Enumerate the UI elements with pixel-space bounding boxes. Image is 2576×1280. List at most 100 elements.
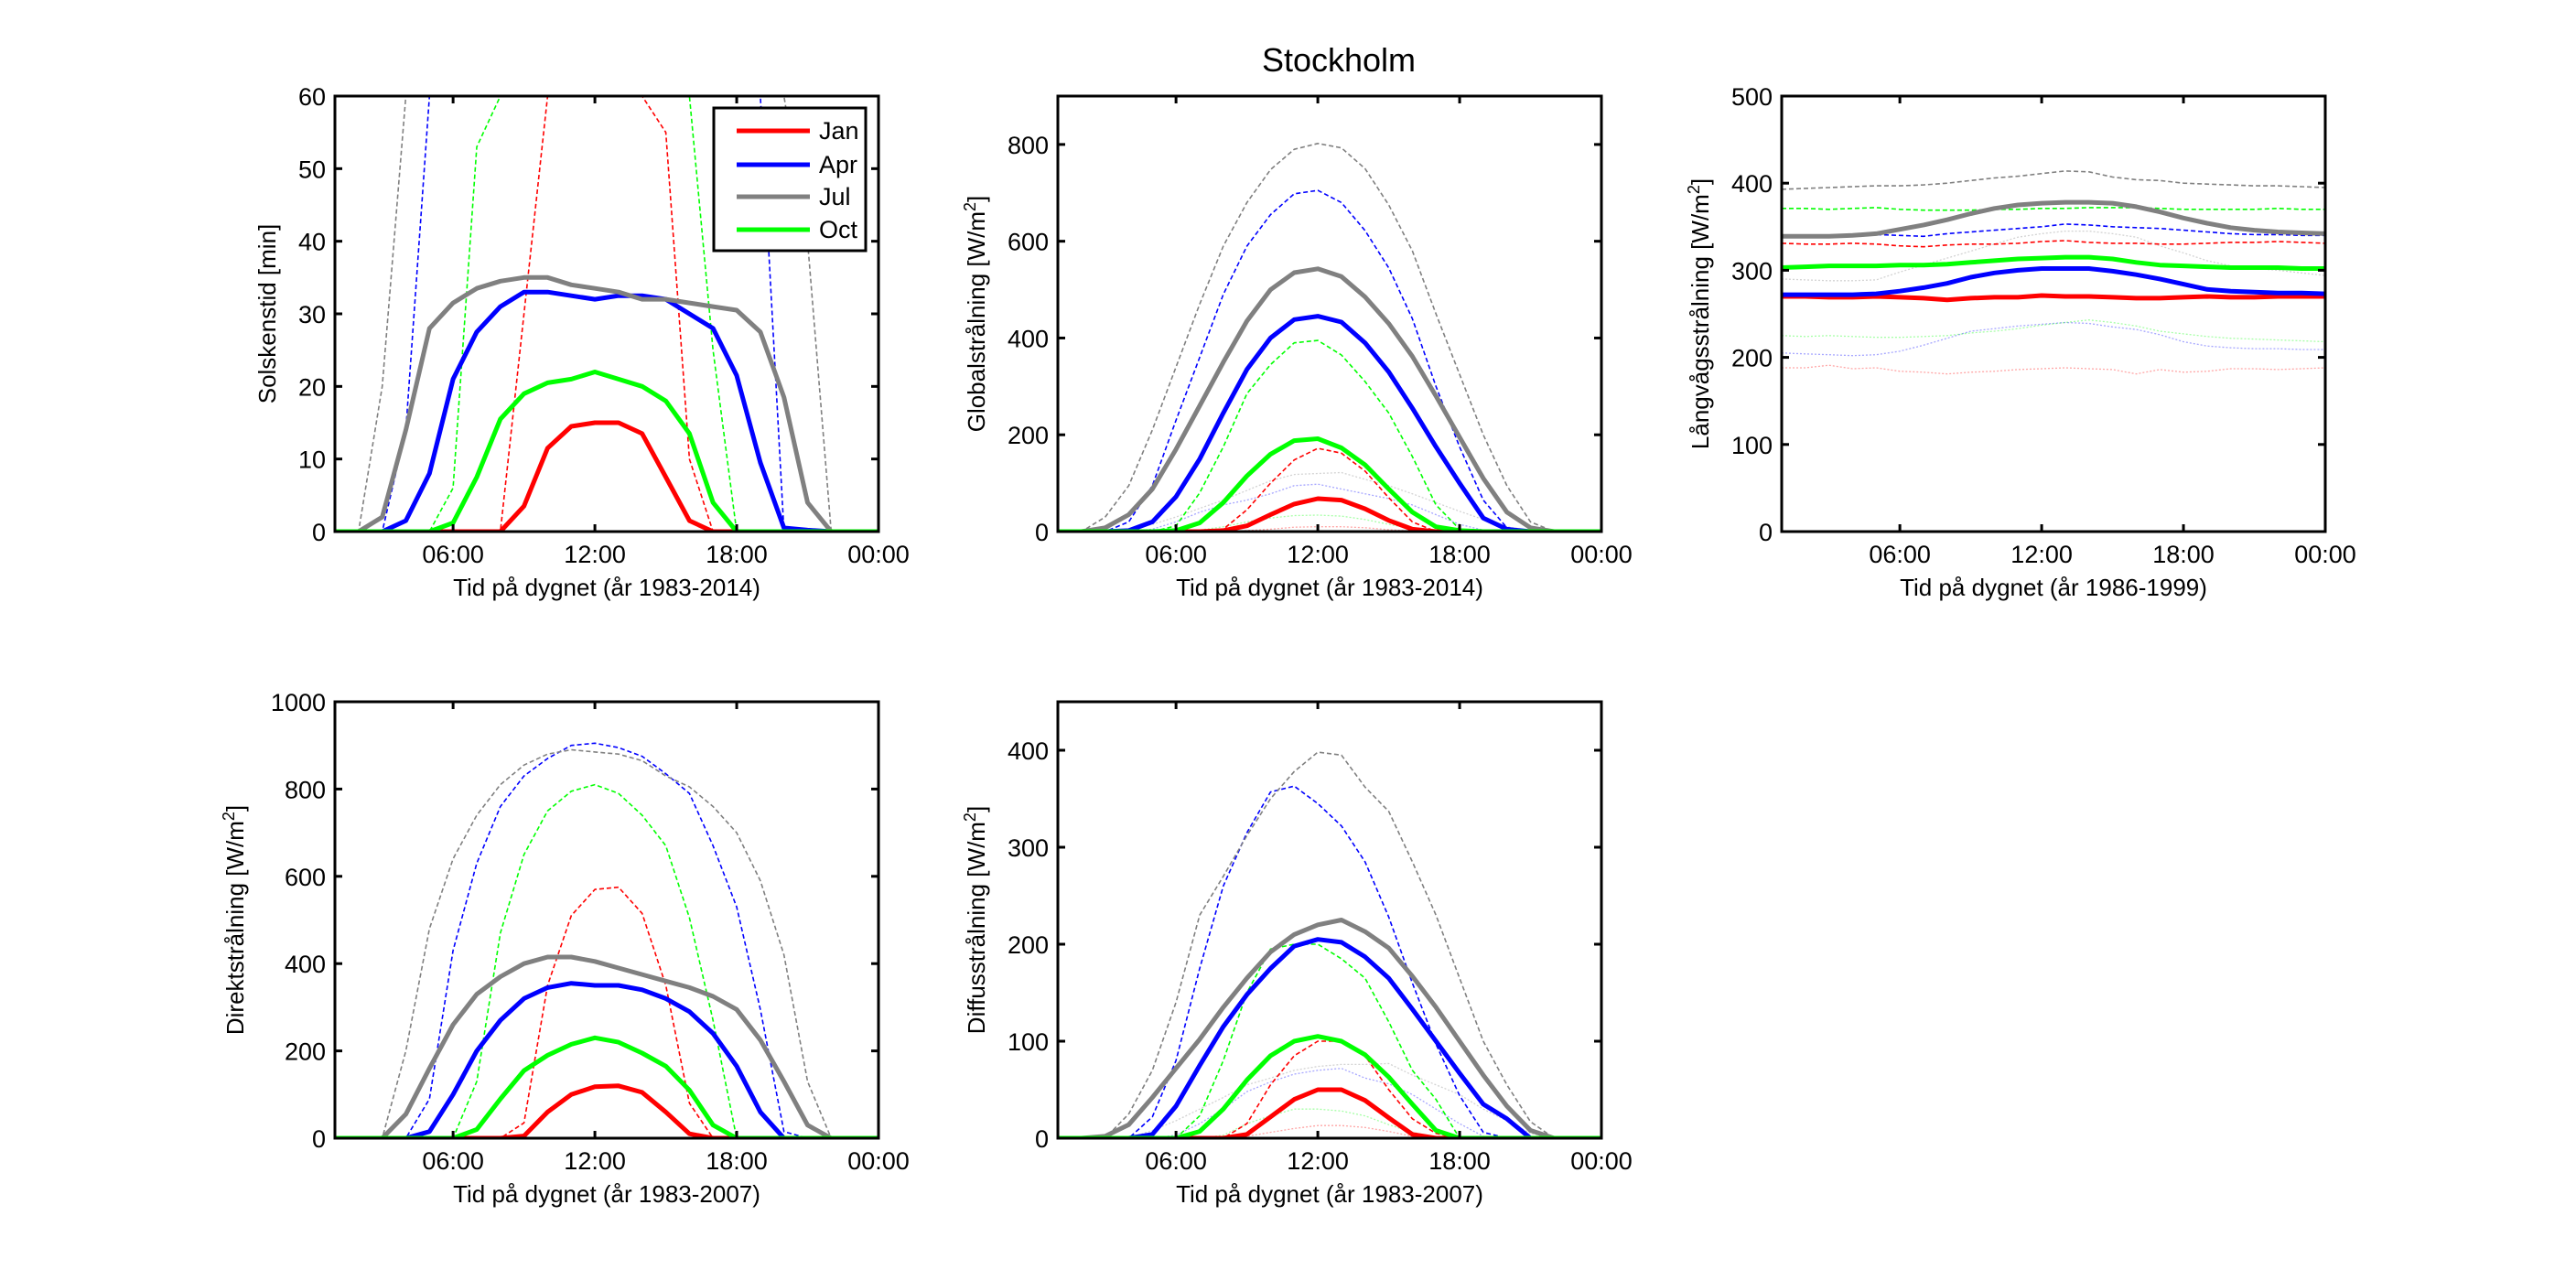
x-axis-label: Tid på dygnet (år 1983-2014) xyxy=(453,574,760,601)
series-jan-max xyxy=(335,886,878,1138)
plot-area xyxy=(1782,96,2325,532)
axes-diffusstralning: 0 100 200 300 400 06:00 12:00 18:00 00:00 Tid på … xyxy=(961,700,1633,1208)
axes-langvagsstralning: 0 100 200 300 400 500 06:00 12:00 18:00 00:00 Tid … xyxy=(1685,83,2356,601)
y-tick-label: 800 xyxy=(285,776,326,803)
series-jul xyxy=(335,954,878,1138)
series-oct xyxy=(1782,254,2325,271)
y-tick-label: 400 xyxy=(1008,325,1049,352)
y-tick-label: 600 xyxy=(285,864,326,891)
series-jul xyxy=(1058,266,1601,532)
y-tick-label: 600 xyxy=(1008,229,1049,256)
y-tick-label: 10 xyxy=(298,446,326,474)
y-tick-label: 100 xyxy=(1008,1028,1049,1056)
x-axis-label: Tid på dygnet (år 1986-1999) xyxy=(1900,574,2207,601)
series-oct xyxy=(1058,436,1601,532)
y-axis-label: Solskenstid [min] xyxy=(253,224,281,404)
y-tick-label: 400 xyxy=(1008,737,1049,765)
x-tick-label: 18:00 xyxy=(1428,541,1491,568)
x-tick-label: 00:00 xyxy=(1570,541,1633,568)
y-axis-label-close: ] xyxy=(1687,178,1714,185)
x-tick-label: 12:00 xyxy=(1287,1147,1349,1175)
y-tick-label: 400 xyxy=(285,951,326,978)
series-apr-min xyxy=(1782,321,2325,357)
plot-area xyxy=(1058,96,1601,532)
series-group xyxy=(335,742,878,1138)
y-axis-label-text: Diffusstrålning [W/m xyxy=(963,822,990,1034)
series-jul xyxy=(335,274,878,532)
x-tick-label: 18:00 xyxy=(2152,541,2215,568)
series-apr xyxy=(335,981,878,1138)
y-tick-label: 200 xyxy=(285,1038,326,1066)
series-jan xyxy=(1058,1087,1601,1138)
y-tick-label: 50 xyxy=(298,156,326,183)
series-apr-max xyxy=(1058,785,1601,1138)
y-tick-label: 40 xyxy=(298,229,326,256)
y-axis-label-close: ] xyxy=(221,805,249,812)
x-tick-label: 00:00 xyxy=(847,1147,910,1175)
legend-label-jul: Jul xyxy=(819,183,851,210)
y-tick-label: 800 xyxy=(1008,132,1049,159)
y-tick-label: 200 xyxy=(1008,422,1049,449)
series-jan xyxy=(335,420,878,532)
x-axis-label: Tid på dygnet (år 1983-2007) xyxy=(1176,1180,1483,1208)
legend-label-apr: Apr xyxy=(819,151,857,178)
y-tick-label: 1000 xyxy=(271,689,326,716)
series-apr-max xyxy=(335,742,878,1138)
y-tick-label: 500 xyxy=(1731,83,1773,111)
y-tick-label: 0 xyxy=(1035,1125,1049,1153)
series-oct xyxy=(1058,1034,1601,1138)
series-apr-min xyxy=(1058,483,1601,532)
series-apr xyxy=(1782,266,2325,297)
legend: Jan Apr Jul Oct xyxy=(712,106,868,253)
series-jan xyxy=(335,1083,878,1138)
x-tick-label: 06:00 xyxy=(1145,1147,1207,1175)
y-axis-label-close: ] xyxy=(963,196,990,202)
series-jan-max xyxy=(1058,1040,1601,1138)
series-group xyxy=(1058,143,1601,532)
series-jan-min xyxy=(1058,526,1601,532)
series-oct-max xyxy=(1782,207,2325,211)
x-tick-label: 12:00 xyxy=(1287,541,1349,568)
legend-entry-jul: Jul xyxy=(737,183,851,210)
series-jan-min xyxy=(1058,1124,1601,1138)
series-oct-min xyxy=(1782,319,2325,343)
series-jul xyxy=(1058,918,1601,1138)
plot-frame xyxy=(333,700,880,1140)
x-tick-label: 12:00 xyxy=(564,541,626,568)
y-tick-label: 30 xyxy=(298,301,326,328)
y-tick-label: 0 xyxy=(312,1125,326,1153)
y-axis-label-superscript: 2 xyxy=(1685,185,1703,194)
x-tick-label: 00:00 xyxy=(847,541,910,568)
axes-globalstralning: 0 200 400 600 800 06:00 12:00 18:00 00:00 Tid på … xyxy=(961,94,1633,601)
series-oct-max xyxy=(335,783,878,1138)
y-axis-label-superscript: 2 xyxy=(961,812,979,822)
series-jul-max xyxy=(335,748,878,1138)
y-tick-label: 300 xyxy=(1731,257,1773,285)
x-tick-label: 00:00 xyxy=(1570,1147,1633,1175)
x-axis-label: Tid på dygnet (år 1983-2007) xyxy=(453,1180,760,1208)
figure-title: Stockholm xyxy=(1262,41,1416,79)
y-axis-label-text: Solskenstid [min] xyxy=(253,224,281,404)
x-tick-label: 12:00 xyxy=(564,1147,626,1175)
series-jan-max xyxy=(1058,447,1601,532)
y-axis-label-superscript: 2 xyxy=(220,812,238,821)
series-apr xyxy=(1058,937,1601,1138)
y-axis-label-text: Direktstrålning [W/m xyxy=(221,821,249,1035)
y-tick-label: 60 xyxy=(298,83,326,111)
series-jul-max xyxy=(1782,170,2325,190)
plot-frame xyxy=(1056,94,1603,533)
series-oct xyxy=(335,370,878,532)
x-tick-label: 06:00 xyxy=(1869,541,1931,568)
y-tick-label: 0 xyxy=(1759,519,1773,546)
series-jan-min xyxy=(1782,364,2325,375)
x-tick-label: 12:00 xyxy=(2010,541,2073,568)
x-axis-label: Tid på dygnet (år 1983-2014) xyxy=(1176,574,1483,601)
series-jan xyxy=(1058,496,1601,532)
y-tick-label: 100 xyxy=(1731,432,1773,459)
x-tick-label: 18:00 xyxy=(706,541,768,568)
y-tick-label: 0 xyxy=(1035,519,1049,546)
plot-area xyxy=(335,702,878,1138)
x-tick-label: 18:00 xyxy=(1428,1147,1491,1175)
y-tick-label: 400 xyxy=(1731,170,1773,198)
x-tick-label: 06:00 xyxy=(422,1147,484,1175)
